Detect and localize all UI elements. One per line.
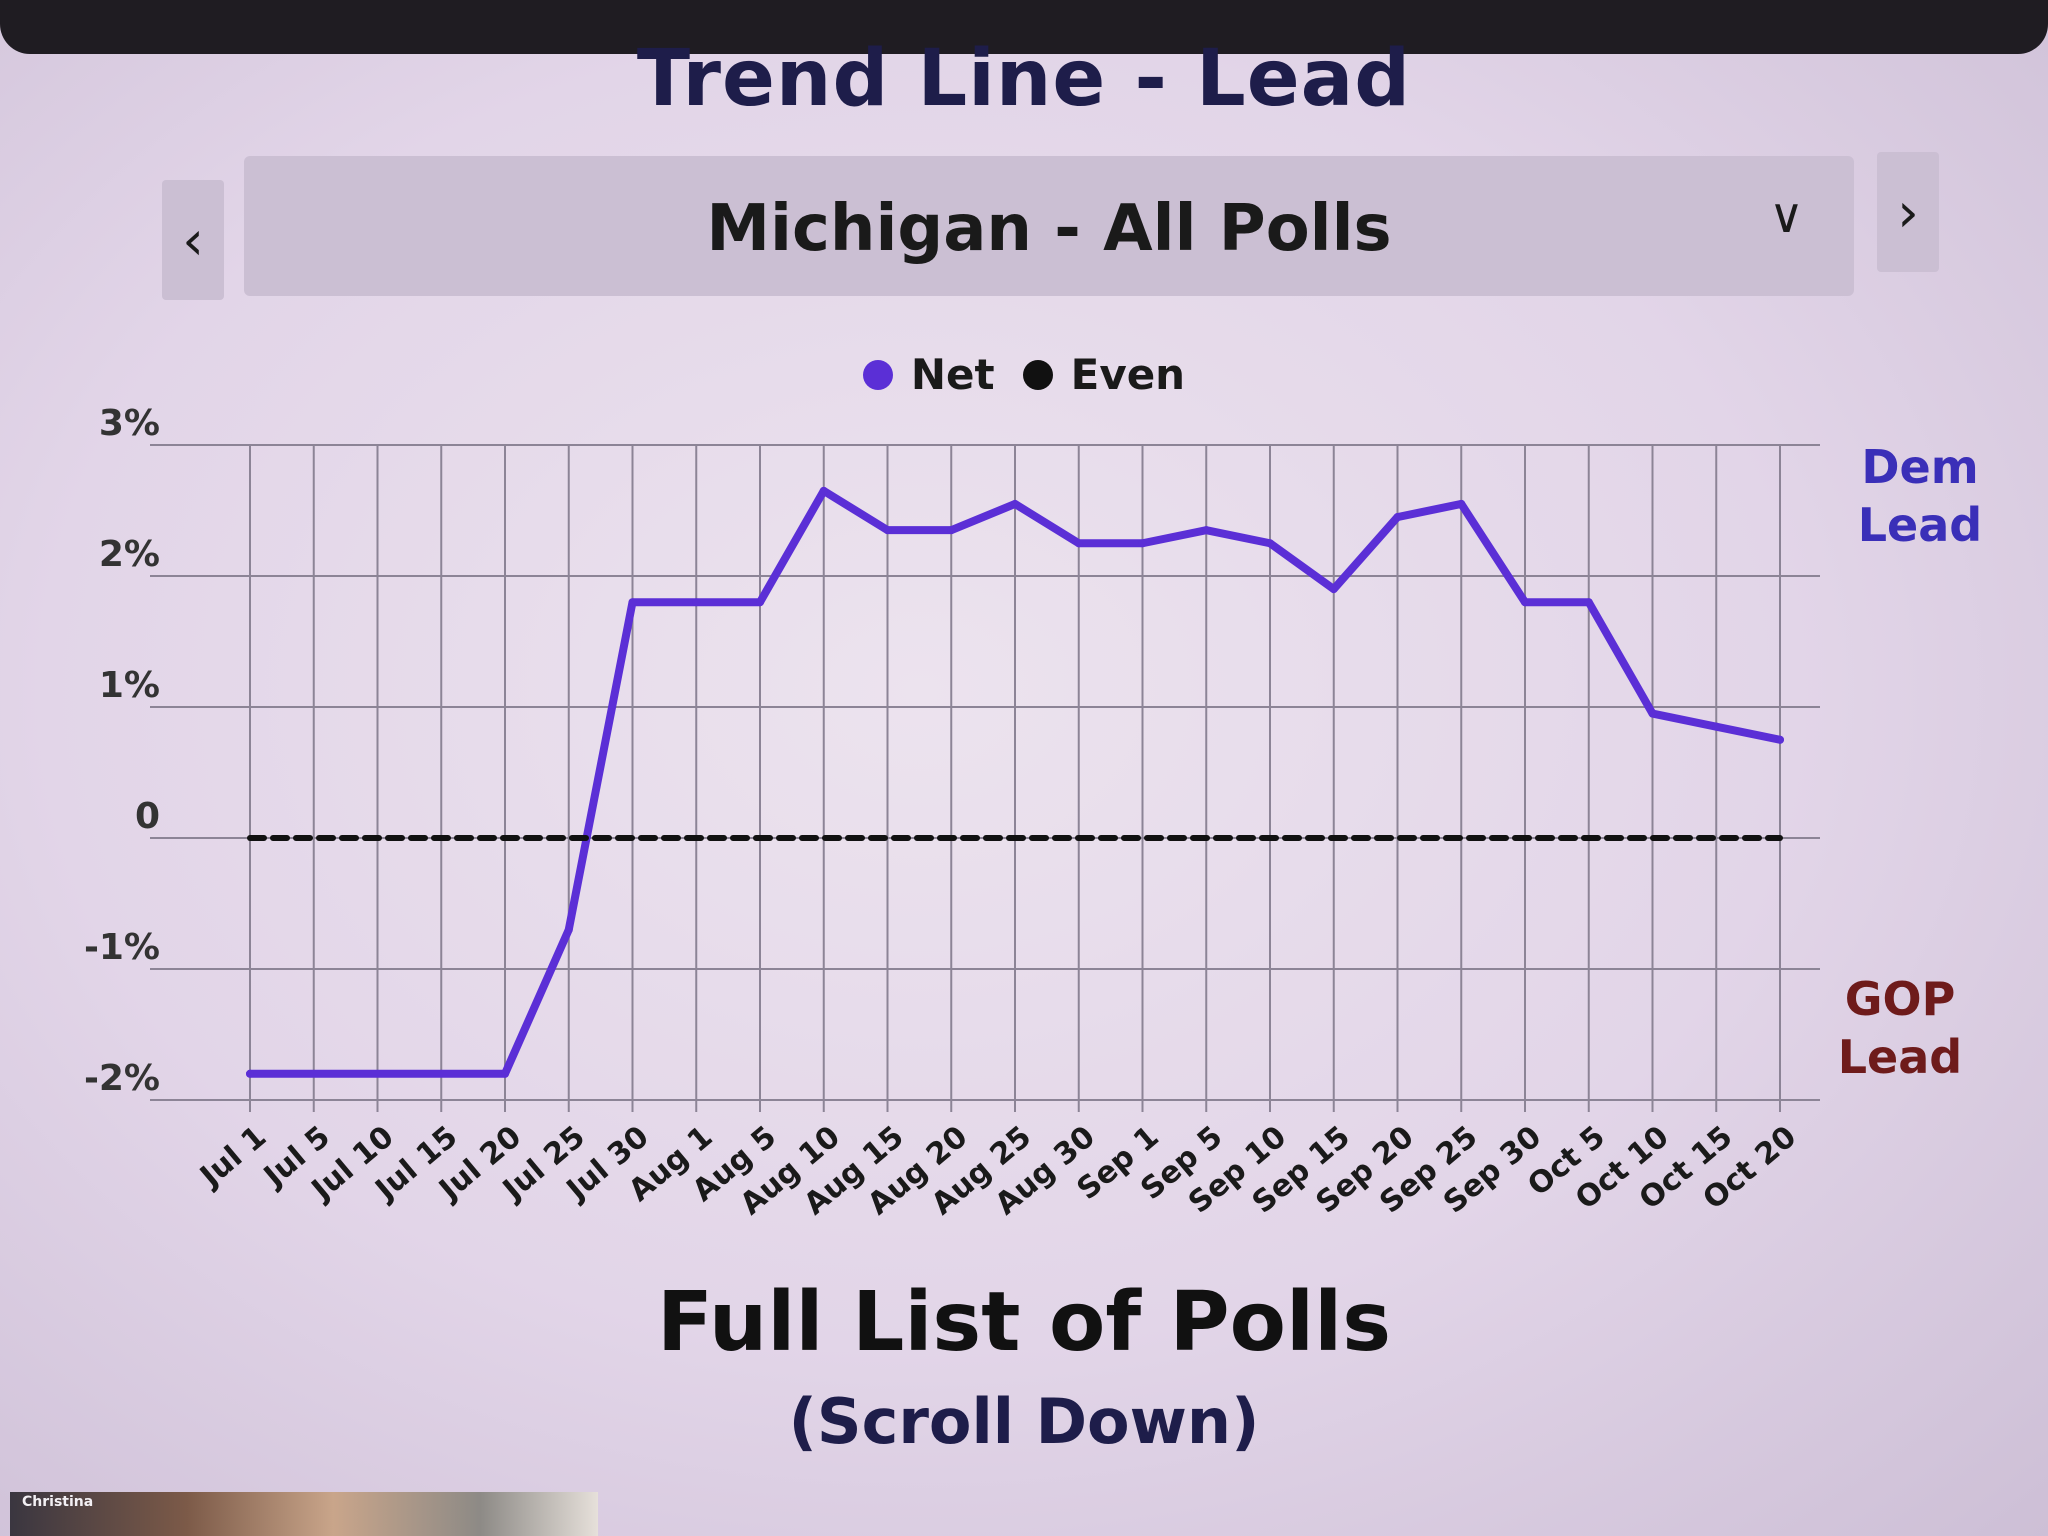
data-point-net-3 <box>628 598 637 607</box>
legend-label-even: Even <box>1070 350 1186 399</box>
data-point-net-1 <box>501 1069 509 1078</box>
data-point-net-15 <box>1393 513 1402 522</box>
legend-label-net: Net <box>910 350 995 399</box>
page-title: Trend Line - Lead <box>636 40 1412 110</box>
y-tick-label-5: -2% <box>84 1058 160 1099</box>
y-tick-label-3: 0 <box>135 796 160 837</box>
dem-lead-label: Dem Lead <box>1845 438 1995 554</box>
data-point-net-7 <box>883 526 892 535</box>
data-point-net-4 <box>692 598 701 607</box>
scroll-down-hint: (Scroll Down) <box>788 1385 1260 1458</box>
gop-lead-text: GOP Lead <box>1837 972 1963 1084</box>
y-tick-label-1: 2% <box>99 534 160 575</box>
dem-lead-text: Dem Lead <box>1857 440 1983 552</box>
data-point-net-5 <box>756 598 764 607</box>
data-point-net-21 <box>1776 735 1784 744</box>
next-button[interactable]: › <box>1877 152 1939 272</box>
full-list-heading: Full List of Polls <box>657 1275 1391 1370</box>
y-tick-label-4: -1% <box>84 927 160 968</box>
state-selector[interactable]: Michigan - All Polls ∨ <box>244 156 1854 296</box>
legend-item-net[interactable]: Net <box>862 350 995 399</box>
browser-bar <box>0 0 2048 54</box>
data-point-net-12 <box>1202 526 1211 535</box>
chevron-down-icon: ∨ <box>1768 188 1804 244</box>
previous-button[interactable]: ‹ <box>162 180 224 300</box>
data-point-net-14 <box>1329 585 1338 594</box>
data-point-net-2 <box>564 925 573 934</box>
data-point-net-17 <box>1521 598 1529 607</box>
gop-lead-label: GOP Lead <box>1825 970 1975 1086</box>
y-tick-label-0: 3% <box>99 403 160 444</box>
legend-dot-net <box>862 359 893 390</box>
x-tick-label-0: Jul 1 <box>192 1119 273 1195</box>
data-point-net-9 <box>1011 499 1019 508</box>
chevron-right-icon: › <box>1897 180 1919 244</box>
legend-dot-even <box>1022 359 1053 390</box>
legend-item-even[interactable]: Even <box>1022 350 1186 399</box>
chevron-left-icon: ‹ <box>182 208 204 272</box>
data-point-net-20 <box>1712 722 1721 731</box>
data-point-net-19 <box>1648 709 1657 718</box>
data-point-net-6 <box>819 486 828 495</box>
thumbnail-image[interactable]: Christina <box>10 1492 598 1536</box>
data-point-net-8 <box>947 526 956 535</box>
data-point-net-10 <box>1074 539 1083 548</box>
data-point-net-18 <box>1584 598 1593 607</box>
data-point-net-13 <box>1266 539 1274 548</box>
data-point-net-0 <box>246 1069 254 1078</box>
chart-legend: Net Even <box>0 350 2048 399</box>
thumbnail-caption: Christina <box>22 1494 94 1510</box>
data-point-net-11 <box>1138 539 1147 548</box>
series-line-net <box>246 486 1784 1078</box>
state-selector-value: Michigan - All Polls <box>706 192 1392 266</box>
y-tick-label-2: 1% <box>99 665 160 706</box>
data-point-net-16 <box>1457 499 1466 508</box>
